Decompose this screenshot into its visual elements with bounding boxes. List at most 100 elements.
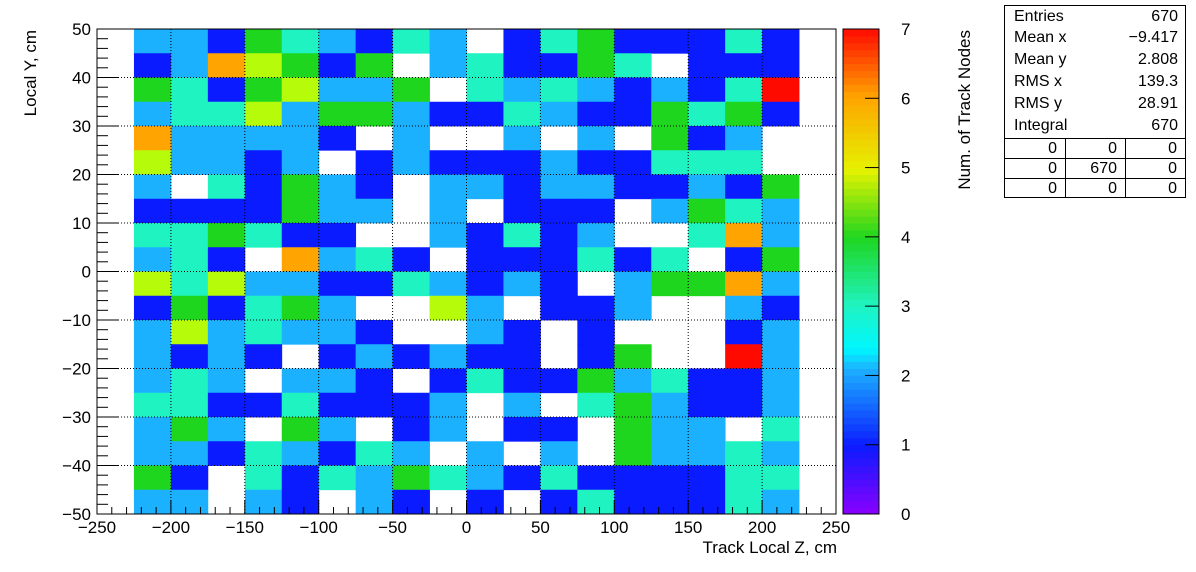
palette-band [843,306,879,314]
heatmap-cell [392,441,430,466]
heatmap-cell [207,223,246,248]
heatmap-cell [762,320,800,345]
heatmap-cell [651,417,689,442]
heatmap-cell [133,126,172,151]
heatmap-cell [725,271,763,297]
palette-band [843,160,879,169]
heatmap-cell [614,29,652,54]
heatmap-cell [207,247,246,272]
stat-mean-y: Mean y 2.808 [1005,50,1185,71]
palette-band [843,299,879,307]
heatmap-cell [281,77,320,103]
heatmap-cell [540,417,578,442]
palette-band [843,188,879,196]
heatmap-cell [281,29,320,54]
heatmap-cell [244,392,283,418]
heatmap-cell [133,77,172,103]
heatmap-cell [207,126,246,151]
palette-band [843,479,879,487]
heatmap-cell [540,247,578,272]
heatmap-cell [614,174,652,200]
z-tick-label: 6 [901,89,910,108]
heatmap-cell [651,489,689,515]
heatmap-cell [614,465,652,491]
heatmap-cell [170,271,209,297]
heatmap-cell [133,53,172,78]
stat-entries-value: 670 [1151,8,1178,25]
heatmap-cell [355,344,393,369]
heatmap-cell [577,368,615,394]
heatmap-cell [170,392,209,418]
heatmap-cell [355,198,393,224]
heatmap-cell [281,392,320,418]
heatmap-cell [244,344,283,369]
heatmap-cell [762,223,800,248]
heatmap-cell [651,392,689,418]
palette-band [843,361,879,369]
palette-band [843,313,879,321]
heatmap-cell [466,174,504,200]
heatmap-cell [170,126,209,151]
heatmap-cell [429,368,467,394]
heatmap-cell [503,29,541,54]
heatmap-cell [540,174,578,200]
overflow-cell: 0 [1005,138,1065,158]
palette-band [843,119,879,127]
palette-band [843,493,879,501]
heatmap-cell [688,271,726,297]
heatmap-cell [207,174,246,200]
palette-band [843,354,879,363]
heatmap-cell [503,465,541,491]
heatmap-cell [281,247,320,272]
y-tick-label: 40 [72,69,91,88]
heatmap-cell [503,77,541,103]
heatmap-cell [503,126,541,151]
heatmap-cell [688,198,726,224]
heatmap-cell [355,320,393,345]
palette-band [843,500,879,508]
heatmap-cell [392,465,430,491]
heatmap-cell [762,417,800,442]
stat-mean-y-value: 2.808 [1137,51,1178,68]
heatmap-cell [170,489,209,515]
palette-band [843,347,879,356]
heatmap-cell [318,53,357,78]
stat-rms-y-label: RMS y [1014,95,1062,112]
palette-band [843,236,879,245]
heatmap-cell [244,198,283,224]
heatmap-cell [392,126,430,151]
z-tick-label: 0 [901,505,910,524]
heatmap-cell [725,320,763,345]
heatmap-cell [466,247,504,272]
palette-band [843,126,879,134]
heatmap-cell [466,53,504,78]
heatmap-cell [503,101,541,127]
heatmap-cell [207,441,246,466]
heatmap-cell [503,53,541,78]
heatmap-cell [133,223,172,248]
palette-band [843,285,879,293]
heatmap-cell [318,392,357,418]
heatmap-cell [503,271,541,297]
heatmap-cell [170,295,209,321]
heatmap-cell [762,295,800,321]
heatmap-cell [318,29,357,54]
heatmap-cell [651,368,689,394]
heatmap-cell [133,271,172,297]
z-tick-label: 7 [901,20,910,39]
palette-band [843,139,879,148]
heatmap-cell [318,126,357,151]
axes: −250 −200 −150 −100 −50 0 50 100 150 200 250−50−40… [62,20,850,537]
heatmap-cell [725,77,763,103]
heatmap-cell [577,344,615,369]
x-tick-label: 100 [600,518,628,537]
heatmap-cell [688,465,726,491]
heatmap-cell [651,441,689,466]
heatmap-cell [429,344,467,369]
heatmap-cell [762,368,800,394]
palette-band [843,84,879,92]
heatmap-cell [133,368,172,394]
heatmap-cell [318,247,357,272]
heatmap-cell [466,150,504,175]
palette-band [843,257,879,266]
